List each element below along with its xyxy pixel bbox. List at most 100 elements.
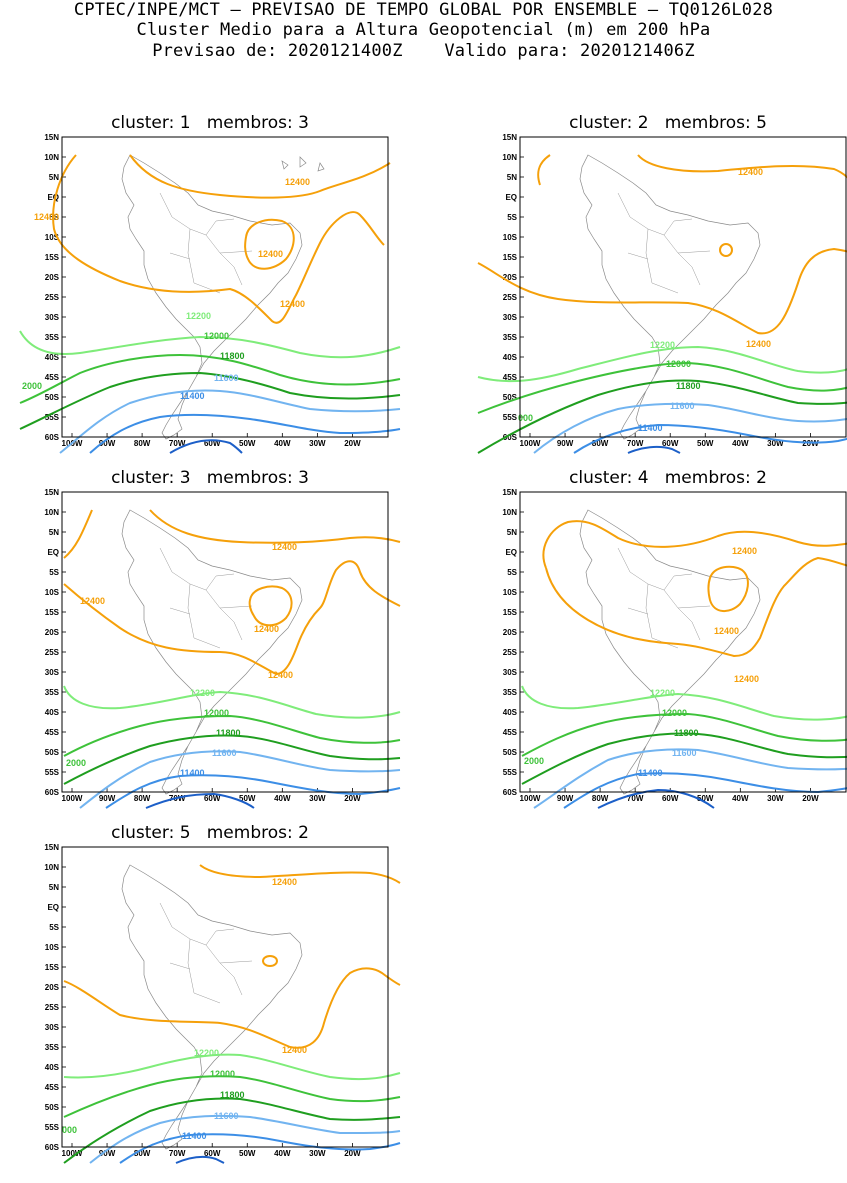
contour-label: 12400 (80, 596, 105, 606)
lat-tick-label: 40S (503, 708, 518, 717)
lat-tick-label: 60S (45, 788, 60, 797)
lat-tick-label: 60S (503, 788, 518, 797)
lat-tick-label: 60S (45, 433, 60, 442)
contour-label: 11400 (180, 768, 205, 778)
lat-tick-label: 15N (44, 843, 59, 852)
contour-12200 (477, 345, 847, 383)
contour-label: 12400 (272, 877, 297, 887)
panel-title: cluster: 1 membros: 3 (111, 113, 309, 133)
map-axes: 15N 10N 5N EQ 5S 10S 15S 20S 25S 30S 35S 40S 45S 50S 5… (502, 133, 819, 448)
lat-tick-label: 5N (507, 528, 517, 537)
contour-label: 12400 (254, 624, 279, 634)
lat-tick-label: 10S (45, 588, 60, 597)
land-outline (579, 154, 761, 440)
contour-11800 (63, 734, 401, 785)
lon-tick-label: 90W (557, 439, 574, 448)
contour-11400 (89, 413, 401, 454)
lon-tick-label: 70W (627, 794, 644, 803)
contour-12400-south (477, 247, 847, 335)
lat-tick-label: 5N (49, 528, 59, 537)
map-axes: 15N 10N 5N EQ 5S 10S 15S 20S 25S 30S 35S 40S 45S 50S 5… (502, 488, 819, 803)
map-panel-cluster-1: cluster: 1 membros: 3 15N 10N 5N EQ 5S 10S 15S… (19, 113, 410, 454)
lon-tick-label: 100W (520, 794, 541, 803)
contour-12000 (477, 361, 847, 414)
lat-tick-label: 40S (503, 353, 518, 362)
contour-11600 (79, 750, 401, 809)
lat-tick-label: 15S (45, 608, 60, 617)
map-panel-cluster-4: cluster: 4 membros: 2 15N 10N 5N EQ 5S 10S 15S… (478, 468, 847, 809)
header-title: CPTEC/INPE/MCT – PREVISAO DE TEMPO GLOBA… (73, 0, 774, 20)
lon-tick-label: 20W (344, 439, 361, 448)
lat-tick-label: 45S (45, 728, 60, 737)
lat-tick-label: 10N (502, 153, 517, 162)
contour-label: 11800 (220, 351, 245, 361)
contour-11600 (533, 748, 847, 809)
lat-tick-label: 35S (503, 333, 518, 342)
map-canvas: 15N 10N 5N EQ 5S 10S 15S 20S 25S 30S 35S 40S 45S 50S 5… (44, 843, 401, 1164)
map-frame (61, 136, 389, 438)
contour-label: 11800 (674, 728, 699, 738)
contour-12400-brazil-loop (719, 243, 733, 257)
contour-12400-west (52, 154, 385, 324)
map-frame (61, 491, 389, 793)
lat-tick-label: 15S (503, 253, 518, 262)
contour-label: 12400 (268, 670, 293, 680)
lat-tick-label: 25S (503, 648, 518, 657)
lat-tick-label: 5N (49, 173, 59, 182)
contour-11200 (627, 445, 681, 454)
lon-tick-label: 70W (169, 1149, 186, 1158)
lat-tick-label: 50S (503, 748, 518, 757)
contour-11800 (63, 1097, 401, 1164)
lon-tick-label: 70W (169, 439, 186, 448)
lat-tick-label: 20S (45, 983, 60, 992)
contour-label: 12400 (272, 542, 297, 552)
lat-tick-label: 50S (503, 393, 518, 402)
lon-tick-label: 100W (62, 794, 83, 803)
contour-label: 2000 (524, 756, 544, 766)
land-outline (579, 509, 761, 795)
lat-tick-label: 30S (45, 1023, 60, 1032)
lat-tick-label: 25S (45, 648, 60, 657)
lat-tick-label: 50S (45, 748, 60, 757)
contour-label: 12200 (650, 688, 675, 698)
contour-11800 (477, 379, 847, 454)
lon-tick-label: 80W (134, 439, 151, 448)
lat-tick-label: 25S (45, 1003, 60, 1012)
lon-tick-label: 60W (204, 794, 221, 803)
contour-12400-brazil-loop (244, 218, 295, 270)
lat-tick-label: EQ (47, 193, 59, 202)
lat-tick-label: 10N (502, 508, 517, 517)
contour-11200 (597, 788, 715, 809)
lat-tick-label: 55S (503, 768, 518, 777)
contour-label: 11600 (214, 1111, 239, 1121)
lon-tick-label: 50W (697, 794, 714, 803)
contour-11600 (89, 1114, 401, 1164)
map-canvas: 15N 10N 5N EQ 5S 10S 15S 20S 25S 30S 35S 40S 45S 50S 5… (44, 488, 401, 809)
lon-tick-label: 30W (309, 794, 326, 803)
lon-tick-label: 20W (344, 1149, 361, 1158)
lat-tick-label: 30S (503, 668, 518, 677)
contour-label: 12200 (186, 311, 211, 321)
contour-11800 (521, 732, 847, 785)
map-canvas: 15N 10N 5N EQ 5S 10S 15S 20S 25S 30S 35S 40S 45S 50S 5… (502, 488, 847, 809)
lon-tick-label: 40W (274, 439, 291, 448)
lat-tick-label: 5S (49, 568, 59, 577)
header-variable: Cluster Medio para a Altura Geopotencial… (136, 20, 711, 40)
lon-tick-label: 30W (767, 439, 784, 448)
contour-12000 (19, 353, 401, 404)
contour-label: 2000 (66, 758, 86, 768)
contour-label: 12400 (734, 674, 759, 684)
lon-tick-label: 70W (627, 439, 644, 448)
lon-tick-label: 50W (697, 439, 714, 448)
lon-tick-label: 100W (520, 439, 541, 448)
contour-11600 (59, 389, 401, 454)
lon-tick-label: 20W (344, 794, 361, 803)
contour-label: 12400 (280, 299, 305, 309)
contour-11200 (169, 439, 243, 454)
lat-tick-label: 25S (503, 293, 518, 302)
lon-tick-label: 100W (62, 1149, 83, 1158)
lat-tick-label: 35S (45, 688, 60, 697)
lat-tick-label: 55S (45, 1123, 60, 1132)
lat-tick-label: 20S (503, 273, 518, 282)
lat-tick-label: 15S (45, 253, 60, 262)
